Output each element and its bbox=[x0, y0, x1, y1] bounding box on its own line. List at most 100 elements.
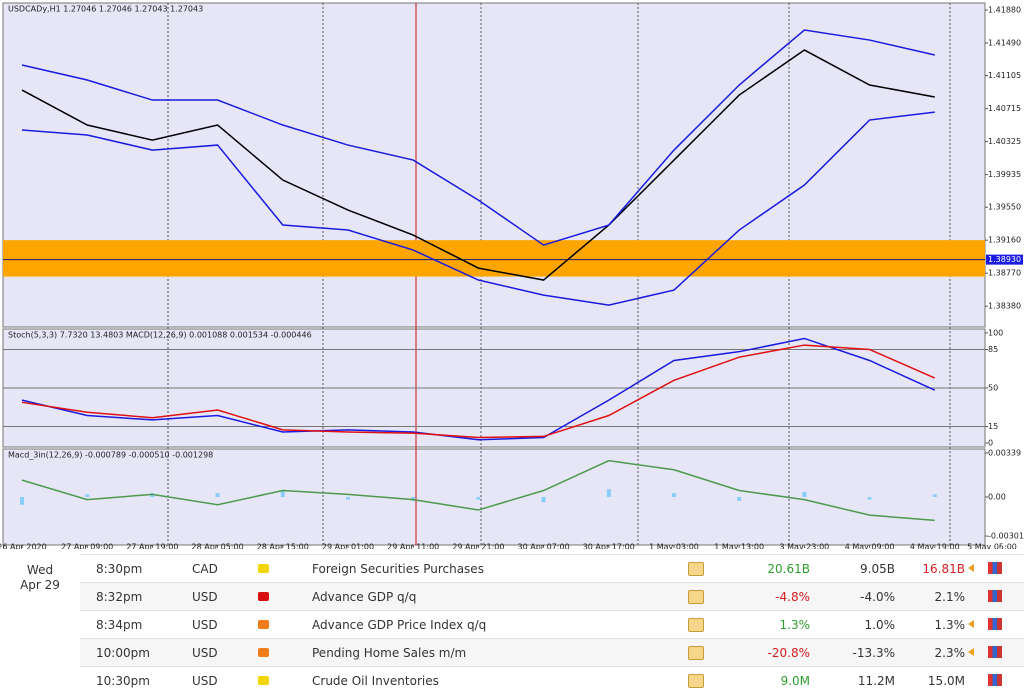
current-price-label: 1.38930 bbox=[988, 255, 1021, 264]
x-tick-label: 30 Apr 17:00 bbox=[583, 543, 635, 550]
y-tick-label: 1.38770 bbox=[988, 269, 1021, 278]
event: Crude Oil Inventories bbox=[312, 674, 439, 688]
detail-icon[interactable] bbox=[688, 646, 704, 660]
forecast: 9.05B bbox=[860, 562, 895, 576]
detail-icon[interactable] bbox=[688, 618, 704, 632]
histogram-bar bbox=[346, 497, 350, 500]
event: Advance GDP Price Index q/q bbox=[312, 618, 487, 632]
y-tick-label: 1.41880 bbox=[988, 6, 1021, 15]
forecast: 11.2M bbox=[857, 674, 895, 688]
histogram-bar bbox=[606, 489, 611, 497]
histogram-bar bbox=[867, 497, 872, 500]
series-line bbox=[21, 49, 935, 281]
y-tick-label: 1.39935 bbox=[988, 170, 1021, 179]
previous: 2.3% bbox=[934, 646, 966, 660]
detail-icon[interactable] bbox=[688, 674, 704, 688]
chart: USDCADy,H1 1.27046 1.27046 1.27043 1.270… bbox=[0, 2, 1024, 550]
y-tick-label: 85 bbox=[988, 345, 998, 354]
y-tick-label: 15 bbox=[988, 422, 998, 431]
histogram-bar bbox=[476, 497, 481, 500]
y-tick-label: 50 bbox=[988, 384, 998, 393]
chart-icon[interactable] bbox=[988, 646, 1002, 658]
y-tick-label: 1.39550 bbox=[988, 203, 1021, 212]
y-tick-label: 1.38380 bbox=[988, 302, 1021, 311]
x-tick-label: 29 Apr 11:00 bbox=[387, 543, 439, 550]
series-line bbox=[21, 344, 936, 439]
currency: USD bbox=[192, 590, 218, 604]
y-tick-label: 1.41105 bbox=[988, 71, 1021, 80]
previous: 2.1% bbox=[934, 590, 966, 604]
macd-pane bbox=[2, 448, 986, 546]
series-line bbox=[21, 337, 936, 441]
y-tick-label: 1.40325 bbox=[988, 137, 1021, 146]
day-cell: Wed Apr 29 bbox=[0, 549, 80, 593]
currency: USD bbox=[192, 618, 218, 632]
histogram-bar bbox=[802, 491, 807, 497]
pane-title: Macd_3in(12,26,9) -0.000789 -0.000510 -0… bbox=[8, 451, 213, 460]
time: 10:00pm bbox=[96, 646, 150, 660]
impact-icon bbox=[258, 564, 269, 573]
y-tick-label: -0.003011 bbox=[988, 532, 1024, 541]
histogram-bar bbox=[215, 493, 220, 497]
chart-icon[interactable] bbox=[988, 674, 1002, 686]
x-tick-label: 28 Apr 15:00 bbox=[257, 543, 309, 550]
x-tick-label: 4 May 09:00 bbox=[845, 543, 895, 550]
detail-icon[interactable] bbox=[688, 590, 704, 604]
y-tick-label: 1.39160 bbox=[988, 236, 1021, 245]
actual: -4.8% bbox=[775, 590, 810, 604]
x-tick-label: 4 May 19:00 bbox=[910, 543, 960, 550]
time: 8:34pm bbox=[96, 618, 143, 632]
price-pane bbox=[2, 2, 986, 328]
histogram-bar bbox=[672, 493, 676, 497]
economic-calendar: Wed Apr 29 8:30pm CAD Foreign Securities P… bbox=[0, 549, 1024, 695]
currency: USD bbox=[192, 674, 218, 688]
histogram-bar bbox=[932, 494, 937, 497]
y-tick-label: 1.40715 bbox=[988, 104, 1021, 113]
histogram-bar bbox=[280, 490, 285, 497]
pane-title: USDCADy,H1 1.27046 1.27046 1.27043 1.270… bbox=[8, 5, 203, 14]
detail-icon[interactable] bbox=[688, 562, 704, 576]
histogram-bar bbox=[85, 494, 90, 497]
x-tick-label: 29 Apr 21:00 bbox=[452, 543, 504, 550]
revision-arrow bbox=[968, 620, 974, 628]
impact-icon bbox=[258, 676, 269, 685]
y-tick-label: 0.00 bbox=[988, 493, 1006, 502]
chart-icon[interactable] bbox=[988, 590, 1002, 602]
x-tick-label: 1 May 13:00 bbox=[714, 543, 764, 550]
previous: 1.3% bbox=[934, 618, 966, 632]
time: 8:32pm bbox=[96, 590, 143, 604]
revision-arrow bbox=[968, 564, 974, 572]
x-tick-label: 30 Apr 07:00 bbox=[518, 543, 570, 550]
calendar-row: 10:30pm USD Crude Oil Inventories 9.0M 11.2M… bbox=[80, 666, 1024, 695]
impact-icon bbox=[258, 648, 269, 657]
x-tick-label: 3 May 23:00 bbox=[780, 543, 830, 550]
series-line bbox=[21, 459, 935, 522]
pane-title: Stoch(5,3,3) 7.7320 13.4803 MACD(12,26,9… bbox=[8, 331, 312, 340]
y-tick-label: 1.41490 bbox=[988, 39, 1021, 48]
calendar-row: 8:34pm USD Advance GDP Price Index q/q 1.3%… bbox=[80, 610, 1024, 639]
actual: -20.8% bbox=[767, 646, 810, 660]
x-tick-label: 28 Apr 05:00 bbox=[192, 543, 244, 550]
currency: CAD bbox=[192, 562, 218, 576]
time: 10:30pm bbox=[96, 674, 150, 688]
histogram-bar bbox=[541, 497, 546, 503]
y-tick-label: 100 bbox=[988, 328, 1003, 337]
series-line bbox=[21, 111, 935, 306]
x-tick-label: 27 Apr 09:00 bbox=[61, 543, 113, 550]
actual: 20.61B bbox=[767, 562, 810, 576]
x-tick-label: 1 May 03:00 bbox=[649, 543, 699, 550]
x-tick-label: 27 Apr 19:00 bbox=[126, 543, 178, 550]
chart-icon[interactable] bbox=[988, 618, 1002, 630]
price-tag bbox=[986, 254, 1023, 265]
x-tick-label: 29 Apr 01:00 bbox=[322, 543, 374, 550]
actual: 9.0M bbox=[780, 674, 810, 688]
y-tick-label: 0 bbox=[988, 439, 993, 448]
previous: 16.81B bbox=[922, 562, 965, 576]
event: Pending Home Sales m/m bbox=[312, 646, 467, 660]
event: Foreign Securities Purchases bbox=[312, 562, 484, 576]
series-line bbox=[21, 29, 935, 246]
chart-icon[interactable] bbox=[988, 562, 1002, 574]
calendar-row: 10:00pm USD Pending Home Sales m/m -20.8% -1… bbox=[80, 638, 1024, 667]
previous: 15.0M bbox=[927, 674, 965, 688]
